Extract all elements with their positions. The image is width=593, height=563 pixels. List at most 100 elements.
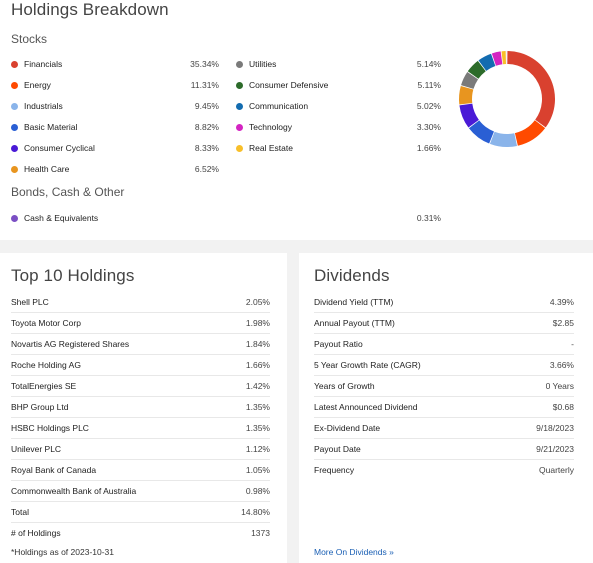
sector-percent: 3.30%: [416, 122, 441, 132]
holdings-breakdown-card: Holdings Breakdown Stocks Financials 35.3…: [0, 0, 593, 240]
holding-row-label: Roche Holding AG: [11, 360, 81, 370]
dividend-row-value: $2.85: [552, 318, 574, 328]
donut-slice: [459, 85, 474, 105]
dividend-row-label: Years of Growth: [314, 381, 375, 391]
sector-name: Technology: [249, 122, 293, 132]
sector-row: Communication 5.02%: [236, 98, 441, 114]
sector-row: Consumer Cyclical 8.33%: [11, 140, 219, 156]
sector-row: Cash & Equivalents 0.31%: [11, 210, 441, 226]
dividend-row-label: Annual Payout (TTM): [314, 318, 395, 328]
sector-row: Financials 35.34%: [11, 56, 219, 72]
sector-color-dot: [11, 123, 18, 131]
sector-color-dot: [236, 102, 243, 110]
donut-slice: [501, 51, 507, 65]
sector-name: Cash & Equivalents: [24, 213, 99, 223]
holding-row-label: # of Holdings: [11, 528, 61, 538]
holding-row-label: Commonwealth Bank of Australia: [11, 486, 137, 496]
dividend-row-label: Dividend Yield (TTM): [314, 297, 394, 307]
holding-row-value: 1.98%: [245, 318, 270, 328]
sector-name: Consumer Cyclical: [24, 143, 95, 153]
holding-row-label: HSBC Holdings PLC: [11, 423, 89, 433]
dividend-row-value: 0 Years: [545, 381, 574, 391]
holdings-breakdown-title: Holdings Breakdown: [11, 0, 169, 19]
sector-color-dot: [11, 144, 18, 152]
sector-color-dot: [236, 123, 243, 131]
holding-row: TotalEnergies SE 1.42%: [11, 376, 270, 397]
donut-slice: [459, 103, 479, 128]
holding-row-label: TotalEnergies SE: [11, 381, 77, 391]
holding-row: # of Holdings 1373: [11, 523, 270, 544]
sector-row: Real Estate 1.66%: [236, 140, 441, 156]
sector-color-dot: [236, 60, 243, 68]
sector-color-dot: [11, 214, 18, 222]
holding-row: Total 14.80%: [11, 502, 270, 523]
sector-donut-chart: [459, 51, 555, 147]
holding-row-value: 1.35%: [245, 402, 270, 412]
sector-row: Consumer Defensive 5.11%: [236, 77, 441, 93]
dividend-row: Dividend Yield (TTM) 4.39%: [314, 292, 574, 313]
sector-name: Communication: [249, 101, 309, 111]
holding-row: Shell PLC 2.05%: [11, 292, 270, 313]
holding-row: Unilever PLC 1.12%: [11, 439, 270, 460]
dividend-row-label: Latest Announced Dividend: [314, 402, 418, 412]
dividend-row: Latest Announced Dividend $0.68: [314, 397, 574, 418]
sector-percent: 1.66%: [416, 143, 441, 153]
holding-row-value: 1.12%: [245, 444, 270, 454]
donut-slice: [507, 51, 555, 128]
holding-row-label: Novartis AG Registered Shares: [11, 339, 130, 349]
sector-percent: 35.34%: [190, 59, 219, 69]
sector-row: Energy 11.31%: [11, 77, 219, 93]
sector-color-dot: [11, 102, 18, 110]
dividend-row: 5 Year Growth Rate (CAGR) 3.66%: [314, 355, 574, 376]
donut-slice: [514, 120, 546, 146]
dividend-row-value: 3.66%: [549, 360, 574, 370]
sector-row: Health Care 6.52%: [11, 161, 219, 177]
donut-slice: [468, 120, 494, 144]
holding-row-value: 1.05%: [245, 465, 270, 475]
dividend-row: Annual Payout (TTM) $2.85: [314, 313, 574, 334]
holding-row: Novartis AG Registered Shares 1.84%: [11, 334, 270, 355]
sector-color-dot: [236, 81, 243, 89]
holding-row-label: Total: [11, 507, 29, 517]
dividend-row: Payout Ratio -: [314, 334, 574, 355]
sector-name: Health Care: [24, 164, 70, 174]
dividend-row-value: 9/18/2023: [536, 423, 574, 433]
holding-row-value: 1373: [251, 528, 270, 538]
holding-row: Toyota Motor Corp 1.98%: [11, 313, 270, 334]
stocks-section-label: Stocks: [11, 32, 48, 46]
holding-row: BHP Group Ltd 1.35%: [11, 397, 270, 418]
sector-row: Technology 3.30%: [236, 119, 441, 135]
holding-row-label: BHP Group Ltd: [11, 402, 69, 412]
donut-slice: [461, 72, 479, 89]
dividend-row-value: 9/21/2023: [536, 444, 574, 454]
holding-row-label: Unilever PLC: [11, 444, 62, 454]
sector-row: Basic Material 8.82%: [11, 119, 219, 135]
sector-name: Industrials: [24, 101, 63, 111]
donut-slice: [491, 51, 503, 66]
top-10-holdings-title: Top 10 Holdings: [11, 266, 135, 285]
sector-name: Consumer Defensive: [249, 80, 329, 90]
sector-name: Financials: [24, 59, 63, 69]
dividend-row: Years of Growth 0 Years: [314, 376, 574, 397]
sector-percent: 8.82%: [194, 122, 219, 132]
more-on-dividends-link[interactable]: More On Dividends »: [314, 547, 394, 557]
holding-row-value: 2.05%: [245, 297, 270, 307]
dividend-row: Ex-Dividend Date 9/18/2023: [314, 418, 574, 439]
holding-row-label: Toyota Motor Corp: [11, 318, 81, 328]
sector-percent: 8.33%: [194, 143, 219, 153]
top-10-holdings-card: Top 10 Holdings Shell PLC 2.05% Toyota Mot…: [0, 253, 287, 563]
dividend-row-value: $0.68: [552, 402, 574, 412]
dividend-row-value: 4.39%: [549, 297, 574, 307]
sector-name: Utilities: [249, 59, 277, 69]
sector-name: Real Estate: [249, 143, 293, 153]
sector-name: Basic Material: [24, 122, 78, 132]
dividends-card: Dividends Dividend Yield (TTM) 4.39% Annua…: [299, 253, 593, 563]
holding-row-value: 1.42%: [245, 381, 270, 391]
holding-row: Commonwealth Bank of Australia 0.98%: [11, 481, 270, 502]
sector-percent: 5.02%: [416, 101, 441, 111]
sector-percent: 6.52%: [194, 164, 219, 174]
donut-slice: [467, 60, 486, 79]
holdings-date-footnote: *Holdings as of 2023-10-31: [11, 547, 115, 557]
dividend-row-label: 5 Year Growth Rate (CAGR): [314, 360, 421, 370]
holding-row-value: 1.84%: [245, 339, 270, 349]
